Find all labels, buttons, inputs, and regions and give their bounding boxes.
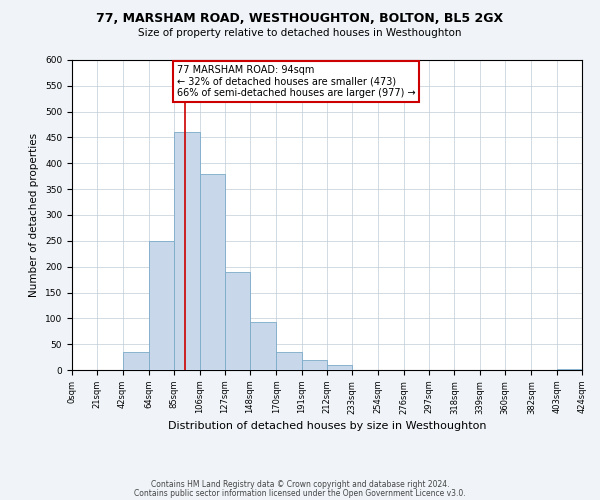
Text: 77, MARSHAM ROAD, WESTHOUGHTON, BOLTON, BL5 2GX: 77, MARSHAM ROAD, WESTHOUGHTON, BOLTON, … bbox=[97, 12, 503, 26]
Bar bbox=[277, 352, 302, 370]
Bar bbox=[122, 352, 149, 370]
Text: Size of property relative to detached houses in Westhoughton: Size of property relative to detached ho… bbox=[138, 28, 462, 38]
Y-axis label: Number of detached properties: Number of detached properties bbox=[29, 133, 40, 297]
Text: 77 MARSHAM ROAD: 94sqm
← 32% of detached houses are smaller (473)
66% of semi-de: 77 MARSHAM ROAD: 94sqm ← 32% of detached… bbox=[176, 64, 415, 98]
Bar bbox=[327, 365, 352, 370]
Text: Contains HM Land Registry data © Crown copyright and database right 2024.: Contains HM Land Registry data © Crown c… bbox=[151, 480, 449, 489]
X-axis label: Distribution of detached houses by size in Westhoughton: Distribution of detached houses by size … bbox=[168, 420, 486, 430]
Bar bbox=[302, 360, 327, 370]
Bar bbox=[250, 322, 277, 370]
Bar bbox=[149, 241, 174, 370]
Text: Contains public sector information licensed under the Open Government Licence v3: Contains public sector information licen… bbox=[134, 488, 466, 498]
Bar bbox=[199, 174, 225, 370]
Bar bbox=[225, 272, 250, 370]
Bar bbox=[174, 132, 199, 370]
Bar bbox=[557, 369, 582, 370]
